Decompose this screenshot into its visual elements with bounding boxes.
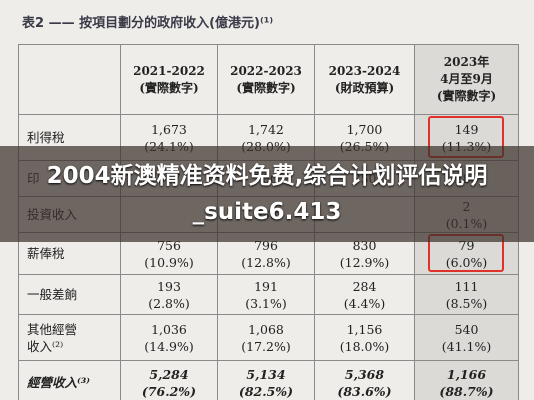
cell-text: 191 <box>254 278 278 294</box>
data-cell: 540 (41.1%) <box>414 314 519 361</box>
cell-text: 5,284 <box>149 366 189 382</box>
data-cell: 5,134 (82.5%) <box>217 360 315 400</box>
cell-text: 111 <box>454 278 479 294</box>
cell-text: 193 <box>157 278 181 294</box>
row-label: 一般差餉 <box>18 274 121 315</box>
cell-text: (8.5%) <box>445 295 488 311</box>
data-cell: 1,166 (88.7%) <box>414 360 519 400</box>
row-label: 經營收入⁽³⁾ <box>18 360 121 400</box>
header-cell: 2022-2023 (實際數字) <box>217 44 315 115</box>
cell-text: 一般差餉 <box>27 287 78 302</box>
data-cell: 111 (8.5%) <box>414 274 519 315</box>
cell-text: (12.8%) <box>241 254 291 270</box>
cell-text: 利得稅 <box>27 130 65 145</box>
cell-text: 1,742 <box>248 121 284 137</box>
cell-text: 1,036 <box>151 321 187 337</box>
cell-text: 540 <box>454 321 479 337</box>
data-cell: 5,284 (76.2%) <box>120 360 218 400</box>
cell-text: (3.1%) <box>245 295 287 311</box>
overlay-banner: 2004新澳精准资料免费,综合计划评估说明_suite6.413 <box>0 146 534 242</box>
cell-text: 薪俸稅 <box>27 246 65 261</box>
cell-text: 5,134 <box>246 366 286 382</box>
header-cell: 2021-2022 (實際數字) <box>120 44 218 115</box>
cell-text: 2021-2022 <box>133 63 205 78</box>
data-cell: 1,156 (18.0%) <box>314 314 415 361</box>
banner-text: 2004新澳精准资料免费,综合计划评估说明_suite6.413 <box>46 163 488 225</box>
header-cell: 2023年 4月至9月 (實際數字) <box>414 44 519 115</box>
cell-text: (財政預算) <box>334 80 395 95</box>
cell-text: 1,156 <box>346 321 383 337</box>
cell-text: (實際數字) <box>236 80 296 95</box>
data-cell: 284 (4.4%) <box>314 274 415 315</box>
data-cell: 5,368 (83.6%) <box>314 360 415 400</box>
cell-text: (實際數字) <box>139 80 199 95</box>
cell-text: 149 <box>454 121 479 137</box>
data-cell: 191 (3.1%) <box>217 274 315 315</box>
cell-text: 經營收入⁽³⁾ <box>27 375 90 390</box>
cell-text: 1,068 <box>248 321 284 337</box>
cell-text: 284 <box>352 278 377 294</box>
cell-text: (83.6%) <box>337 383 392 399</box>
cell-text: (10.9%) <box>144 254 194 270</box>
cell-text: 2023年 <box>443 55 490 69</box>
header-cell: 2023-2024 (財政預算) <box>314 44 415 115</box>
cell-text: (41.1%) <box>441 338 492 354</box>
cell-text: (2.8%) <box>148 295 190 311</box>
cell-text: 2023-2024 <box>328 63 401 78</box>
data-cell: 1,036 (14.9%) <box>120 314 218 361</box>
cell-text: 1,166 <box>446 366 487 382</box>
cell-text: (18.0%) <box>339 338 390 354</box>
header-cell <box>18 44 121 115</box>
cell-text: 4月至9月 <box>440 72 493 86</box>
cell-text: 其他經營 <box>27 321 78 337</box>
cell-text: (12.9%) <box>339 254 390 270</box>
cell-text: 收入⁽²⁾ <box>27 338 64 354</box>
cell-text: (實際數字) <box>436 89 497 103</box>
cell-text: (88.7%) <box>439 383 494 399</box>
cell-text: 2022-2023 <box>230 63 302 78</box>
data-cell: 1,068 (17.2%) <box>217 314 315 361</box>
cell-text: (76.2%) <box>141 383 197 399</box>
cell-text: (17.2%) <box>241 338 291 354</box>
cell-text: (4.4%) <box>343 295 386 311</box>
row-label: 其他經營 收入⁽²⁾ <box>18 314 121 361</box>
cell-text: 1,673 <box>151 121 187 137</box>
data-cell: 193 (2.8%) <box>120 274 218 315</box>
cell-text: (14.9%) <box>144 338 194 354</box>
table-title: 表2 —— 按項目劃分的政府收入(億港元)⁽¹⁾ <box>22 16 274 31</box>
cell-text: (6.0%) <box>445 254 488 270</box>
cell-text: (82.5%) <box>238 383 294 399</box>
cell-text: 5,368 <box>344 366 385 382</box>
cell-text: 1,700 <box>346 121 383 137</box>
